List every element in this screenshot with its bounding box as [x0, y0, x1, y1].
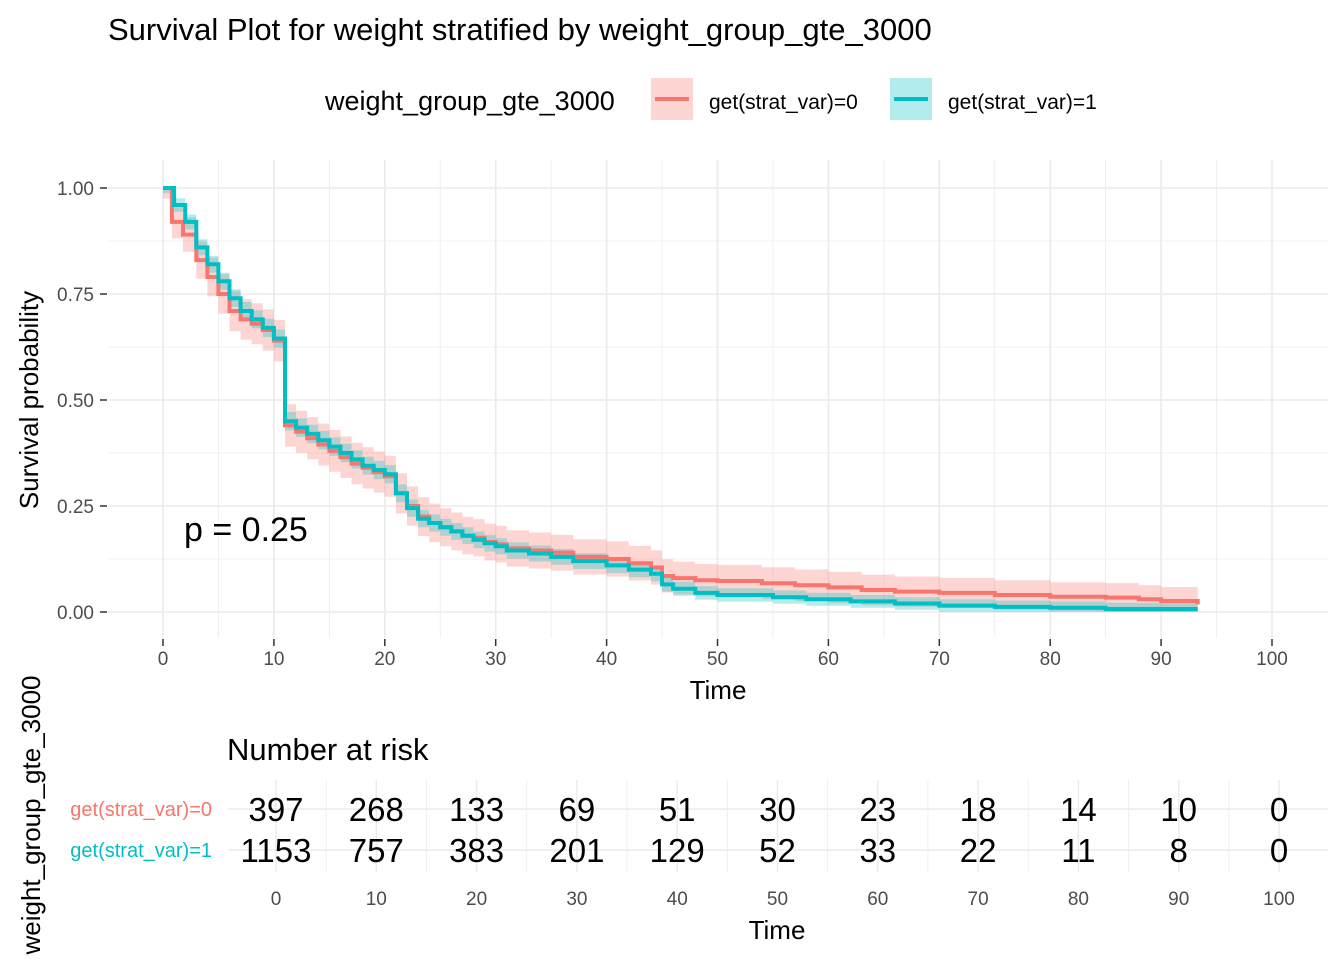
risk-x-tick-label: 90: [1168, 889, 1189, 910]
legend-label: get(strat_var)=0: [709, 91, 858, 114]
x-tick-label: 80: [1040, 649, 1061, 670]
risk-x-tick-label: 80: [1068, 889, 1089, 910]
risk-x-tick-label: 20: [466, 889, 487, 910]
confidence-band: [163, 188, 1198, 612]
risk-x-tick-label: 0: [271, 889, 282, 910]
survival-curve: [163, 186, 1198, 611]
risk-value: 10: [1160, 791, 1197, 828]
risk-value: 1153: [241, 832, 312, 869]
x-tick-label: 20: [374, 649, 395, 670]
risk-value: 0: [1270, 791, 1288, 828]
x-tick-label: 60: [818, 649, 839, 670]
risk-value: 201: [549, 832, 604, 869]
chart-title: Survival Plot for weight stratified by w…: [108, 12, 932, 47]
risk-value: 383: [449, 832, 504, 869]
risk-grid-lines: [228, 780, 1328, 872]
x-axis-label: Time: [690, 675, 747, 705]
x-tick-label: 50: [707, 649, 728, 670]
legend-label: get(strat_var)=1: [948, 91, 1097, 114]
risk-y-axis-label: weight_group_gte_3000: [16, 675, 46, 955]
x-tick-label: 90: [1151, 649, 1172, 670]
risk-x-tick-label: 30: [566, 889, 587, 910]
legend: weight_group_gte_3000 get(strat_var)=0 g…: [324, 78, 1097, 120]
risk-value: 51: [659, 791, 696, 828]
y-tick-label: 1.00: [57, 179, 94, 200]
risk-value: 397: [248, 791, 303, 828]
legend-title: weight_group_gte_3000: [324, 86, 615, 116]
risk-value: 69: [559, 791, 596, 828]
risk-value: 0: [1270, 832, 1288, 869]
risk-values: 397 268 133 69 51 30 23 18 14 10 0 1153 757 383 201 129…: [241, 791, 1289, 869]
x-tick-label: 30: [485, 649, 506, 670]
y-tick-label: 0.75: [57, 285, 94, 306]
survival-curve: [163, 186, 1200, 605]
p-value-annotation: p = 0.25: [184, 511, 308, 549]
risk-value: 133: [449, 791, 504, 828]
risk-row-label: get(strat_var)=0: [70, 799, 212, 821]
x-tick-label: 70: [929, 649, 950, 670]
confidence-bands: [163, 188, 1198, 612]
risk-value: 22: [960, 832, 997, 869]
risk-value: 33: [859, 832, 896, 869]
risk-x-tick-label: 60: [867, 889, 888, 910]
risk-table-title: Number at risk: [227, 732, 429, 767]
y-axis-ticks: 0.00 0.25 0.50 0.75 1.00: [57, 179, 107, 624]
risk-value: 23: [859, 791, 896, 828]
risk-x-tick-label: 10: [366, 889, 387, 910]
x-tick-label: 100: [1256, 649, 1288, 670]
risk-value: 30: [759, 791, 796, 828]
risk-value: 8: [1170, 832, 1188, 869]
x-tick-label: 0: [158, 649, 169, 670]
risk-value: 14: [1060, 791, 1097, 828]
y-tick-label: 0.00: [57, 603, 94, 624]
x-axis-ticks: 0 10 20 30 40 50 60 70 80 90 100: [158, 639, 1288, 670]
risk-x-tick-label: 100: [1263, 889, 1295, 910]
risk-x-tick-label: 40: [667, 889, 688, 910]
risk-value: 129: [650, 832, 705, 869]
y-axis-label: Survival probability: [14, 291, 44, 509]
risk-value: 18: [960, 791, 997, 828]
risk-value: 52: [759, 832, 796, 869]
x-tick-label: 40: [596, 649, 617, 670]
y-tick-label: 0.25: [57, 497, 94, 518]
survival-plot-panel: 0.00 0.25 0.50 0.75 1.00 0 10 20 30 40 50 60 70 80 90…: [14, 160, 1328, 705]
risk-x-tick-label: 70: [968, 889, 989, 910]
y-tick-label: 0.50: [57, 391, 94, 412]
risk-value: 268: [349, 791, 404, 828]
risk-table-panel: Number at risk get(strat_var)=0get(strat…: [16, 675, 1328, 956]
risk-x-tick-label: 50: [767, 889, 788, 910]
x-tick-label: 10: [263, 649, 284, 670]
survival-curves: [163, 186, 1200, 611]
legend-item-strat-1: get(strat_var)=1: [890, 78, 1097, 120]
grid-lines: [108, 160, 1328, 638]
risk-x-axis-label: Time: [749, 915, 806, 945]
legend-item-strat-0: get(strat_var)=0: [651, 78, 858, 120]
risk-x-axis-ticks: 0 10 20 30 40 50 60 70 80 90 100: [271, 889, 1295, 910]
risk-value: 757: [349, 832, 404, 869]
risk-row-label: get(strat_var)=1: [70, 840, 212, 862]
risk-row-labels: get(strat_var)=0 get(strat_var)=1: [70, 799, 212, 862]
risk-value: 11: [1061, 832, 1095, 869]
